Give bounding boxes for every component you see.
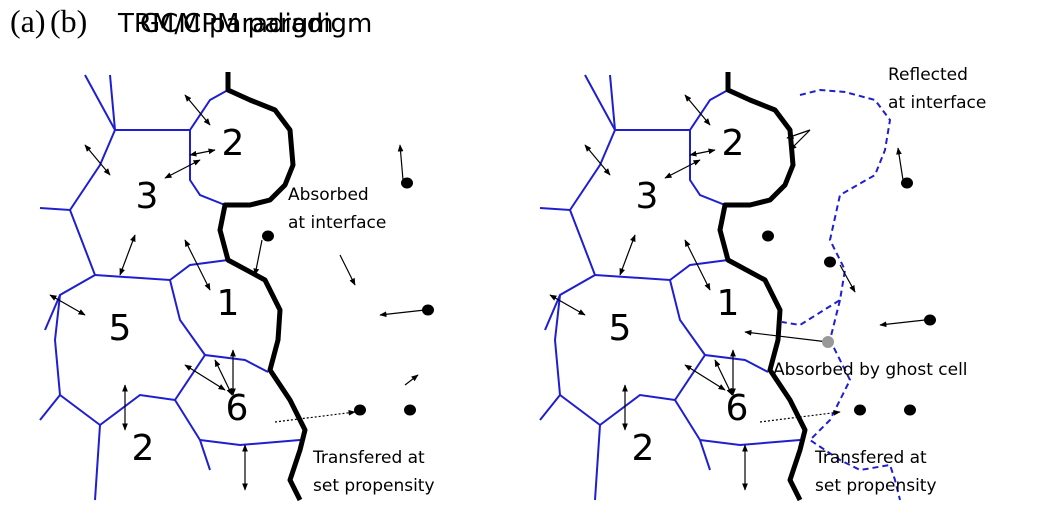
particle [924,315,936,326]
cell-label: 2 [222,123,245,164]
particle [401,178,413,189]
cell-edge [85,75,190,130]
cell-edge [585,75,690,130]
cell-edge [175,355,210,470]
annotation: at interface [288,213,386,233]
cell-label: 3 [636,176,659,217]
cell-edge [95,260,228,280]
cell-edge [40,130,115,210]
particle [854,405,866,416]
ghost-cell [810,300,900,500]
cell-edge [555,295,560,395]
cell-label: 5 [609,308,632,349]
particle [422,305,434,316]
cell-label: 6 [726,388,749,429]
particle [262,231,274,242]
cell-label: 2 [132,428,155,469]
annotation: Transfered at [312,448,425,468]
panel-label: (b) [50,3,87,39]
arrow [690,150,715,155]
arrow [745,332,828,342]
cell-edge [545,210,595,330]
particle [404,405,416,416]
particle [904,405,916,416]
arrow [400,145,403,180]
arrow [190,150,215,155]
cell-label: 1 [217,283,240,324]
annotation: set propensity [313,476,435,496]
annotation: Absorbed [288,185,369,205]
arrow [898,148,903,180]
arrow [165,160,200,178]
arrow [405,375,418,385]
cell-label: 1 [717,283,740,324]
arrow [120,235,135,275]
transfer-arrow [275,412,355,422]
arrow [340,255,355,285]
arrow [255,240,262,275]
cell-edge [595,260,728,280]
ghost-particle [822,336,834,348]
cell-edge [55,295,60,395]
cell-edge [540,395,600,425]
annotation: Absorbed by ghost cell [773,360,968,380]
cell-label: 3 [136,176,159,217]
arrow [665,160,700,178]
cell-edge [675,355,710,470]
cell-edge [540,130,615,210]
cell-edge [200,440,300,445]
cell-label: 2 [632,428,655,469]
particle [354,405,366,416]
cell-label: 6 [226,388,249,429]
arrow [840,265,855,292]
annotation: at interface [888,93,986,113]
annotation: Transfered at [814,448,927,468]
particle [824,257,836,268]
particle [901,178,913,189]
panel: 2 3 1 5 6 2 Reflected at interface Absorbed by g… [540,65,986,500]
arrow [880,320,925,325]
arrow [620,235,635,275]
diagram: (a)TRM/CPM paradigm231562Absorbedat inte… [0,0,1060,525]
annotation: Reflected [888,65,968,85]
cell-edge [45,210,95,330]
panel-label: (a) [10,3,46,39]
cell-label: 2 [722,123,745,164]
annotation: set propensity [815,476,937,496]
ghost-cell [782,90,890,325]
panel: 2 3 1 5 6 2 Absorbed at interface Transfered at s… [40,72,435,500]
cell-edge [700,440,800,445]
panel-title: GCM paradigm [140,9,334,39]
particle [762,231,774,242]
cell-label: 5 [109,308,132,349]
cell-edge [40,395,100,425]
arrow [380,310,425,315]
